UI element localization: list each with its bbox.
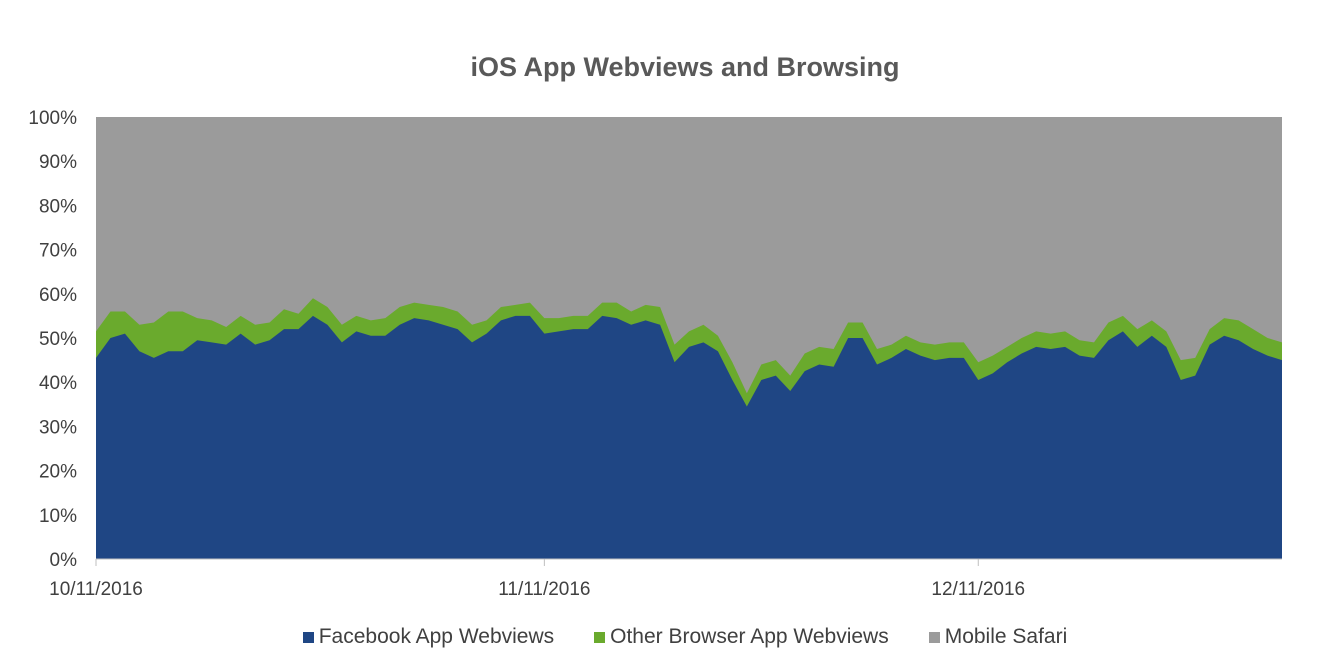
y-tick-label: 90% — [39, 152, 77, 173]
chart-title: iOS App Webviews and Browsing — [470, 52, 900, 82]
legend-swatch — [928, 631, 940, 643]
series-facebook-area — [96, 315, 1282, 559]
legend-label: Other Browser App Webviews — [610, 625, 889, 648]
legend-swatch — [594, 631, 606, 643]
x-tick-label: 12/11/2016 — [931, 579, 1025, 600]
y-tick-label: 30% — [39, 417, 77, 438]
legend-swatch — [302, 631, 314, 643]
legend-label: Facebook App Webviews — [318, 625, 555, 648]
y-tick-label: 100% — [28, 108, 77, 129]
y-tick-label: 80% — [39, 196, 77, 217]
legend-item: Facebook App Webviews — [302, 625, 555, 649]
legend-item: Other Browser App Webviews — [594, 625, 889, 649]
y-tick-label: 10% — [39, 506, 77, 527]
y-tick-label: 60% — [39, 285, 77, 306]
legend-item: Mobile Safari — [928, 625, 1068, 649]
y-tick-label: 50% — [39, 329, 77, 350]
chart-legend: Facebook App Webviews Other Browser App W… — [0, 625, 1326, 649]
y-tick-label: 40% — [39, 373, 77, 394]
y-tick-label: 70% — [39, 241, 77, 262]
x-tick-label: 11/11/2016 — [498, 579, 590, 600]
x-tick-label: 10/11/2016 — [49, 579, 143, 600]
legend-label: Mobile Safari — [944, 625, 1068, 648]
y-tick-label: 20% — [39, 462, 77, 483]
y-tick-label: 0% — [50, 550, 78, 571]
